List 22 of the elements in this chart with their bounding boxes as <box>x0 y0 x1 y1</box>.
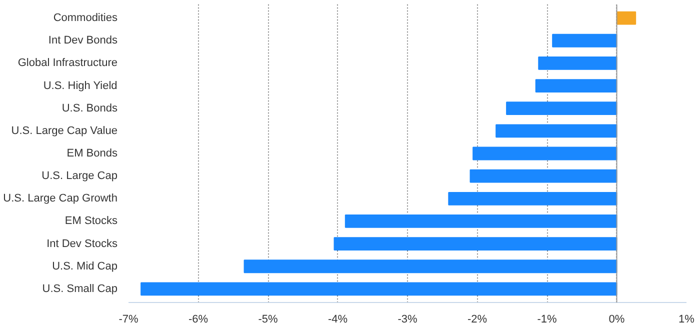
y-tick-label: Global Infrastructure <box>18 57 118 70</box>
y-tick-label: U.S. Small Cap <box>42 282 118 295</box>
x-tick-label: 0% <box>608 314 625 326</box>
x-tick-label: -5% <box>258 314 278 326</box>
y-tick-label: Commodities <box>53 12 118 24</box>
x-tick-label: -4% <box>328 314 348 326</box>
x-tick-label: -6% <box>188 314 208 326</box>
x-tick-label: -7% <box>118 314 138 326</box>
y-tick-label: EM Stocks <box>64 215 118 228</box>
y-tick-label: U.S. Large Cap <box>42 170 118 182</box>
x-tick-label: -3% <box>398 314 418 326</box>
y-tick-label: U.S. Large Cap Value <box>11 124 118 137</box>
y-tick-label: Int Dev Bonds <box>48 34 118 47</box>
x-tick-label: 1% <box>678 314 695 326</box>
y-tick-label: U.S. Mid Cap <box>52 260 118 272</box>
x-tick-label: -1% <box>537 314 557 326</box>
y-tick-label: Int Dev Stocks <box>46 238 118 250</box>
x-tick-label: -2% <box>467 314 488 326</box>
y-tick-label: U.S. Bonds <box>62 102 118 114</box>
y-tick-label: EM Bonds <box>66 148 118 160</box>
y-tick-label: U.S. High Yield <box>43 80 118 92</box>
y-tick-label: U.S. Large Cap Growth <box>3 192 118 205</box>
